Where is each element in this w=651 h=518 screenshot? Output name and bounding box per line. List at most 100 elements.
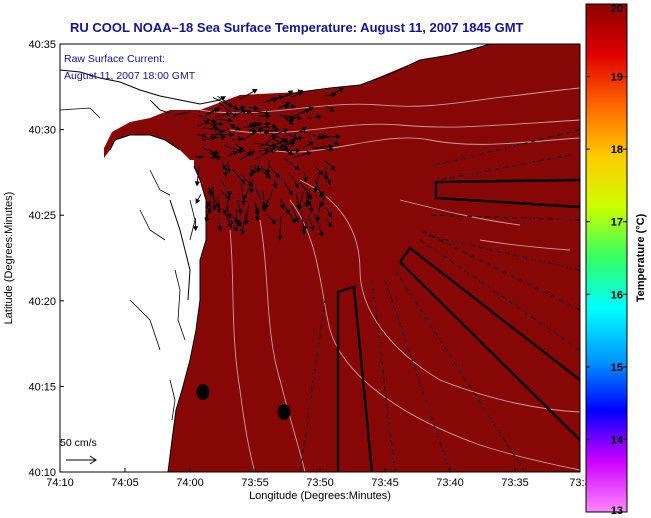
current-vector-head xyxy=(272,183,278,189)
current-vector-head xyxy=(283,146,290,152)
current-vector-head xyxy=(317,114,323,120)
colorbar-tick-label: 16 xyxy=(611,289,623,301)
current-vector-head xyxy=(329,106,335,112)
current-vector-head xyxy=(212,152,218,158)
current-vector-head xyxy=(254,120,260,127)
current-vector-head xyxy=(308,208,314,214)
cloud-patch xyxy=(104,158,112,166)
radar-sector-boxes xyxy=(336,178,581,473)
current-vector-head xyxy=(265,169,271,175)
y-tick-label: 40:35 xyxy=(28,39,56,51)
land-outline xyxy=(59,107,196,421)
colorbar-tick-label: 15 xyxy=(611,362,623,374)
current-vector-head xyxy=(232,104,239,110)
current-vector-head xyxy=(338,87,345,93)
current-vector-head xyxy=(248,173,254,179)
current-vector-head xyxy=(192,226,199,232)
sea-surface-region xyxy=(104,44,580,472)
x-tick-label: 73:40 xyxy=(436,477,464,489)
current-vector-head xyxy=(229,131,235,138)
current-vector-head xyxy=(274,172,280,179)
current-vector-head xyxy=(266,113,272,119)
current-vector-head xyxy=(308,106,314,112)
current-vector-head xyxy=(225,168,232,174)
current-vector-head xyxy=(264,147,270,154)
current-vector-head xyxy=(318,231,324,238)
vector-scale-label: 50 cm/s xyxy=(60,437,97,449)
current-vector-head xyxy=(230,124,236,129)
current-vector-head xyxy=(225,111,232,117)
current-vector-head xyxy=(243,220,250,226)
current-vector-head xyxy=(306,150,313,157)
current-vector-head xyxy=(227,117,234,124)
current-vector-head xyxy=(277,235,283,241)
current-vector-head xyxy=(214,126,221,132)
figure-title: RU COOL NOAA–18 Sea Surface Temperature:… xyxy=(70,20,524,35)
current-vector-head xyxy=(326,179,332,186)
current-vector-head xyxy=(211,205,217,211)
current-vector-head xyxy=(294,183,299,189)
current-vector-head xyxy=(246,108,252,114)
current-vector-head xyxy=(291,103,297,109)
current-vector-head xyxy=(255,168,261,174)
y-tick-label: 40:30 xyxy=(28,125,56,137)
current-vector-head xyxy=(302,225,309,232)
current-vector-head xyxy=(214,202,220,209)
current-vector-head xyxy=(297,205,303,211)
current-vector-head xyxy=(214,149,220,155)
y-axis-ticks: 40:35 40:30 40:25 40:20 40:15 40:10 xyxy=(28,39,64,479)
current-label-line2: August 11, 2007 18:00 GMT xyxy=(64,70,196,82)
temperature-contours xyxy=(199,87,581,473)
current-vector-head xyxy=(240,229,246,235)
current-vector-head xyxy=(221,134,227,141)
current-vector-head xyxy=(265,121,271,127)
current-vector-head xyxy=(298,136,304,142)
current-vector-head xyxy=(204,217,210,223)
colorbar-label: Temperature (°C) xyxy=(635,213,647,302)
current-vector-head xyxy=(254,208,260,214)
current-vector-head xyxy=(240,179,246,185)
y-tick-label: 40:15 xyxy=(28,381,56,393)
current-vector-head xyxy=(242,194,248,201)
x-tick-label: 73:50 xyxy=(306,477,334,489)
current-vector-head xyxy=(274,127,281,133)
current-vector-head xyxy=(215,107,221,113)
y-tick-label: 40:20 xyxy=(28,296,56,308)
current-vector-head xyxy=(227,222,233,229)
current-vector-head xyxy=(212,123,218,128)
current-vector-head xyxy=(216,208,222,214)
current-vector-head xyxy=(201,133,208,139)
cloud-patch xyxy=(168,150,176,158)
cloud-patch xyxy=(120,150,128,158)
x-tick-label: 73:35 xyxy=(501,477,529,489)
current-vector-head xyxy=(232,150,238,156)
colorbar-tick-label: 19 xyxy=(611,72,623,84)
x-tick-label: 73:45 xyxy=(371,477,399,489)
x-tick-label: 74:05 xyxy=(111,477,139,489)
current-vector-head xyxy=(194,181,201,187)
current-vector-head xyxy=(240,200,247,206)
current-vector-head xyxy=(254,216,260,222)
cloud-patch xyxy=(128,172,136,180)
current-vector-head xyxy=(265,110,271,116)
current-vector-head xyxy=(206,201,212,208)
current-vector-head xyxy=(308,141,315,147)
current-vector-head xyxy=(253,105,259,111)
current-vector-head xyxy=(327,221,332,228)
current-vector-head xyxy=(225,190,231,196)
current-vector-head xyxy=(335,133,341,140)
current-vector-head xyxy=(271,135,277,141)
buoy-marker xyxy=(277,404,291,420)
current-vector-head xyxy=(285,209,290,215)
current-vector-head xyxy=(288,150,294,155)
colorbar-tick-label: 17 xyxy=(611,217,623,229)
current-vector-head xyxy=(327,212,332,218)
current-vector-head xyxy=(222,209,228,216)
cloud-patch xyxy=(186,160,194,168)
current-vector-head xyxy=(204,120,210,126)
current-vector-head xyxy=(270,219,277,225)
current-vector-head xyxy=(288,189,294,196)
current-vector-head xyxy=(252,128,258,134)
current-vector-head xyxy=(241,109,247,115)
